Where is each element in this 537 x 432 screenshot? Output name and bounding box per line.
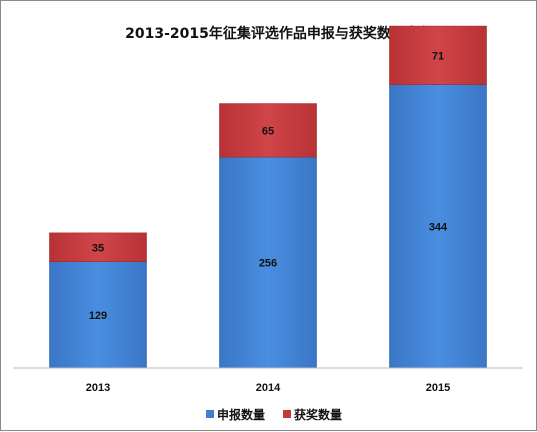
data-label-awarded-2013: 35 [92, 242, 104, 254]
bars-group [49, 25, 487, 369]
data-label-submitted-2014: 256 [259, 258, 277, 270]
legend-swatch-awarded [283, 410, 291, 418]
bar-awarded-2015 [389, 25, 487, 85]
data-label-submitted-2013: 129 [89, 310, 107, 322]
legend-label-submitted: 申报数量 [217, 407, 265, 422]
chart-title: 2013-2015年征集评选作品申报与获奖数量变化 [125, 25, 433, 42]
bar-awarded-2014 [219, 103, 317, 158]
bar-submitted-2015 [389, 84, 487, 369]
bar-submitted-2013 [49, 261, 147, 369]
legend-swatch-submitted [206, 410, 214, 418]
x-tick-label-2014: 2014 [256, 382, 281, 394]
legend-label-awarded: 获奖数量 [293, 407, 342, 422]
data-label-awarded-2014: 65 [262, 125, 274, 137]
bar-awarded-2013 [49, 232, 147, 262]
data-label-awarded-2015: 71 [432, 50, 444, 62]
data-label-submitted-2015: 344 [429, 221, 448, 233]
x-tick-label-2015: 2015 [426, 382, 450, 394]
x-tick-labels: 2013 2014 2015 [86, 382, 450, 394]
data-labels-group: 129 35 256 65 344 71 [89, 50, 448, 322]
x-tick-label-2013: 2013 [86, 382, 110, 394]
legend: 申报数量 获奖数量 [206, 407, 342, 422]
